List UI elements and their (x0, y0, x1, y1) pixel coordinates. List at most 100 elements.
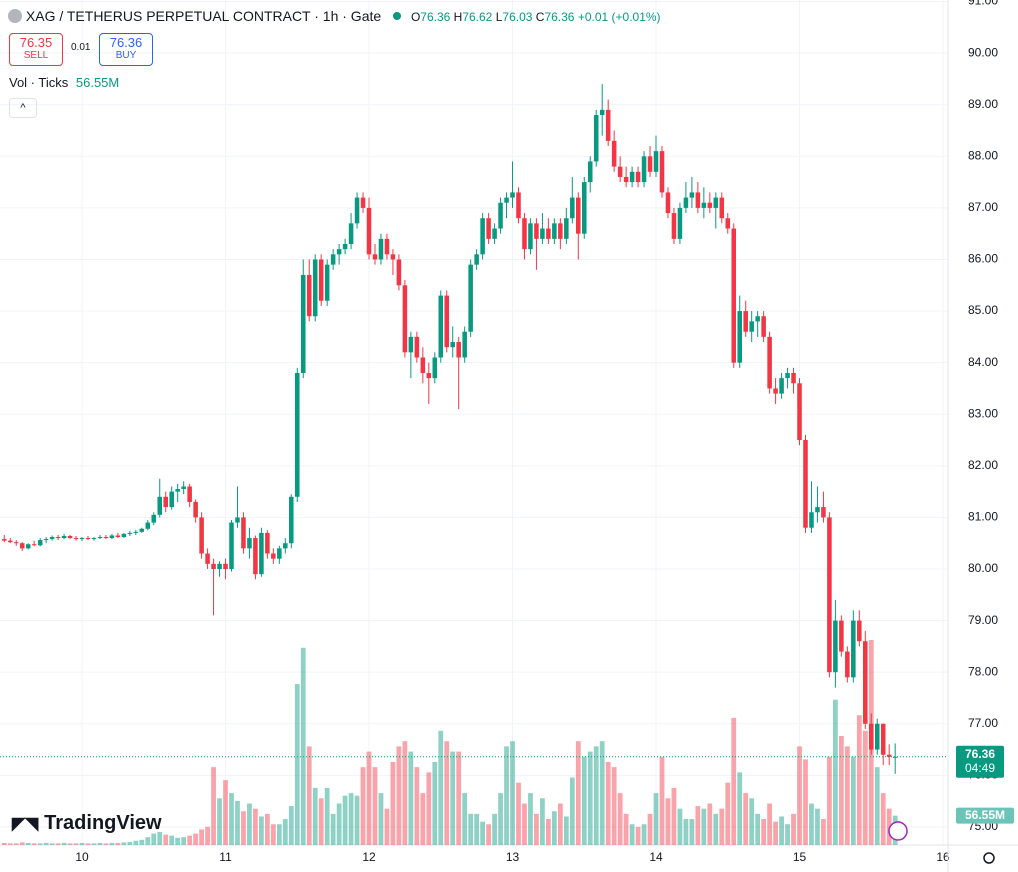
candle-body (749, 321, 754, 332)
volume-bar (61, 842, 67, 845)
candle-body (19, 543, 25, 549)
candle-body (677, 207, 683, 239)
candle-body (779, 378, 784, 394)
candle-body (456, 342, 461, 358)
candle-body (426, 372, 432, 379)
candle-body (540, 228, 545, 239)
volume-bar (264, 813, 270, 845)
volume-bar (653, 793, 659, 845)
candle-body (647, 156, 653, 172)
volume-bar (689, 819, 695, 845)
y-tick-label: 90.00 (968, 45, 998, 59)
sell-price: 76.35 (19, 35, 53, 50)
candle-body (13, 542, 19, 544)
candle-body (587, 161, 593, 183)
volume-bar (468, 813, 474, 845)
buy-label: BUY (115, 50, 137, 61)
candle-body (863, 641, 868, 724)
candle-body (67, 535, 73, 539)
candle-body (599, 109, 605, 116)
candle-body (767, 336, 772, 389)
candle-body (229, 522, 234, 570)
brand-icon: ◤◥ (12, 814, 39, 833)
settings-icon[interactable] (983, 852, 995, 864)
sell-button[interactable]: 76.35 SELL (9, 33, 63, 66)
candle-body (408, 336, 414, 353)
candle-body (492, 228, 497, 239)
c-value: 76.36 (544, 10, 575, 24)
buy-button[interactable]: 76.36 BUY (99, 33, 153, 66)
candle-body (235, 517, 240, 523)
volume-bar (396, 746, 402, 845)
volume-bar (581, 756, 587, 845)
candle-body (169, 491, 174, 508)
candle-body (653, 151, 659, 172)
volume-bar (593, 746, 599, 845)
candle-body (564, 218, 569, 239)
h-label: H (453, 10, 463, 24)
candle-body (300, 274, 306, 373)
volume-bar (677, 808, 683, 845)
volume-bar (157, 832, 163, 845)
volume-bar (67, 843, 73, 845)
volume-bar (115, 842, 121, 845)
x-tick-label: 12 (362, 850, 376, 864)
volume-bar (336, 803, 342, 845)
status-dot (393, 12, 402, 20)
x-tick-label: 10 (75, 850, 89, 864)
volume-bar (181, 837, 187, 845)
volume-bar (109, 842, 115, 845)
volume-bar (199, 829, 204, 845)
candle-body (259, 532, 264, 575)
volume-bar (175, 837, 181, 845)
candle-body (277, 548, 282, 559)
volume-bar (462, 793, 468, 845)
candle-body (342, 244, 348, 250)
volume-bar (749, 798, 755, 845)
volume-bar (731, 717, 737, 845)
volume-bar (725, 782, 731, 845)
volume-bar (540, 798, 545, 845)
volume-bar (563, 816, 569, 845)
volume-bar (528, 793, 533, 845)
candle-body (396, 259, 402, 286)
o-label: O (410, 10, 421, 24)
candle-body (37, 540, 43, 546)
volume-bar (557, 803, 563, 845)
candle-body (785, 372, 790, 379)
volume-bar (635, 826, 641, 845)
y-tick-label: 80.00 (968, 561, 998, 575)
volume-bar (659, 756, 665, 845)
candle-body (294, 372, 300, 497)
volume-bar (755, 813, 761, 845)
collapse-button[interactable]: ^ (9, 98, 37, 118)
candle-body (671, 213, 677, 239)
volume-bar (139, 839, 145, 845)
volume-bar (193, 833, 199, 845)
volume-bar (43, 842, 49, 845)
volume-bar (229, 793, 234, 845)
candle-body (605, 109, 611, 141)
volume-bar (258, 816, 264, 845)
candle-body (558, 223, 563, 239)
candle-body (205, 553, 210, 564)
volume-bar (19, 842, 25, 845)
candle-body (354, 197, 360, 224)
candle-body (49, 537, 55, 540)
candle-body (247, 538, 252, 549)
candle-body (372, 254, 378, 260)
volume-bar (79, 842, 85, 845)
candle-body (815, 507, 820, 513)
candle-body (378, 238, 384, 260)
brand-name: TradingView (44, 812, 162, 834)
candle-body (773, 388, 778, 394)
replay-icon[interactable] (888, 821, 908, 841)
volume-bar (761, 819, 767, 845)
candle-body (324, 264, 330, 301)
l-value: 76.03 (502, 10, 533, 24)
volume-bar (378, 793, 384, 845)
candle-body (31, 544, 37, 546)
volume-bar (599, 741, 605, 845)
